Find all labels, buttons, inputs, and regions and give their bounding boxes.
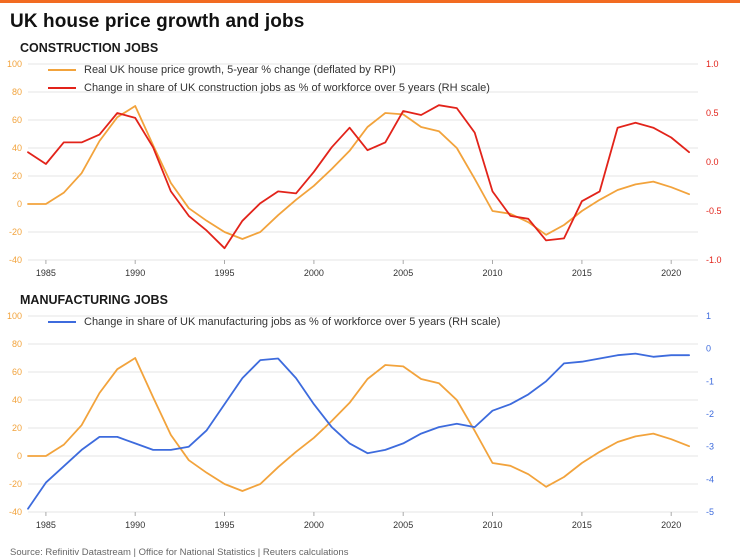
legend-row: Change in share of UK manufacturing jobs… [48,316,500,328]
svg-text:2010: 2010 [482,520,502,530]
top-accent-bar [0,0,740,3]
svg-text:2020: 2020 [661,520,681,530]
svg-text:2010: 2010 [482,268,502,278]
svg-text:-20: -20 [9,479,22,489]
construction-jobs-chart: CONSTRUCTION JOBS Real UK house price gr… [0,41,740,291]
svg-text:-40: -40 [9,507,22,517]
chart-section-title: CONSTRUCTION JOBS [20,41,159,55]
svg-text:0: 0 [706,344,711,354]
svg-text:2015: 2015 [572,268,592,278]
svg-text:80: 80 [12,339,22,349]
svg-text:1985: 1985 [36,268,56,278]
svg-text:1.0: 1.0 [706,59,719,69]
chart-canvas: 100 80 60 40 20 0 -20 -40 1 0 -1 -2 -3 -4 -5 1985 1990 19… [7,311,714,530]
legend-label: Change in share of UK construction jobs … [84,82,490,94]
svg-text:2005: 2005 [393,520,413,530]
chart-legend: Real UK house price growth, 5-year % cha… [48,64,490,100]
svg-text:2000: 2000 [304,520,324,530]
svg-text:0.5: 0.5 [706,108,719,118]
chart-legend: Change in share of UK manufacturing jobs… [48,316,500,334]
svg-text:1985: 1985 [36,520,56,530]
legend-row: Real UK house price growth, 5-year % cha… [48,64,490,76]
legend-line-swatch [48,68,76,72]
svg-text:0: 0 [17,451,22,461]
svg-text:40: 40 [12,143,22,153]
svg-text:-1: -1 [706,376,714,386]
svg-text:2015: 2015 [572,520,592,530]
svg-text:20: 20 [12,171,22,181]
chart-canvas: 100 80 60 40 20 0 -20 -40 1.0 0.5 0.0 -0.5 -1.0 1985 1… [7,59,722,278]
svg-text:-1.0: -1.0 [706,255,722,265]
svg-text:2020: 2020 [661,268,681,278]
svg-text:60: 60 [12,367,22,377]
svg-text:1995: 1995 [214,268,234,278]
svg-text:100: 100 [7,59,22,69]
svg-text:-2: -2 [706,409,714,419]
chart-body: Change in share of UK manufacturing jobs… [0,308,740,543]
chart-section-title: MANUFACTURING JOBS [20,293,168,307]
svg-text:80: 80 [12,87,22,97]
svg-text:20: 20 [12,423,22,433]
svg-text:2000: 2000 [304,268,324,278]
svg-text:1: 1 [706,311,711,321]
svg-text:40: 40 [12,395,22,405]
svg-text:-20: -20 [9,227,22,237]
svg-text:2005: 2005 [393,268,413,278]
legend-row: Change in share of UK construction jobs … [48,82,490,94]
source-note: Source: Refinitiv Datastream | Office fo… [10,547,349,558]
manufacturing-jobs-chart: MANUFACTURING JOBS Change in share of UK… [0,293,740,543]
legend-label: Change in share of UK manufacturing jobs… [84,316,501,328]
svg-text:100: 100 [7,311,22,321]
svg-text:1990: 1990 [125,520,145,530]
svg-text:-5: -5 [706,507,714,517]
svg-text:-0.5: -0.5 [706,206,722,216]
legend-line-swatch [48,86,76,90]
svg-text:0: 0 [17,199,22,209]
svg-text:-40: -40 [9,255,22,265]
svg-text:0.0: 0.0 [706,157,719,167]
svg-text:1990: 1990 [125,268,145,278]
chart-body: Real UK house price growth, 5-year % cha… [0,56,740,291]
legend-label: Real UK house price growth, 5-year % cha… [84,64,396,76]
svg-text:60: 60 [12,115,22,125]
page-title: UK house price growth and jobs [10,11,305,32]
legend-line-swatch [48,320,76,324]
svg-text:1995: 1995 [214,520,234,530]
svg-text:-4: -4 [706,474,714,484]
svg-text:-3: -3 [706,442,714,452]
